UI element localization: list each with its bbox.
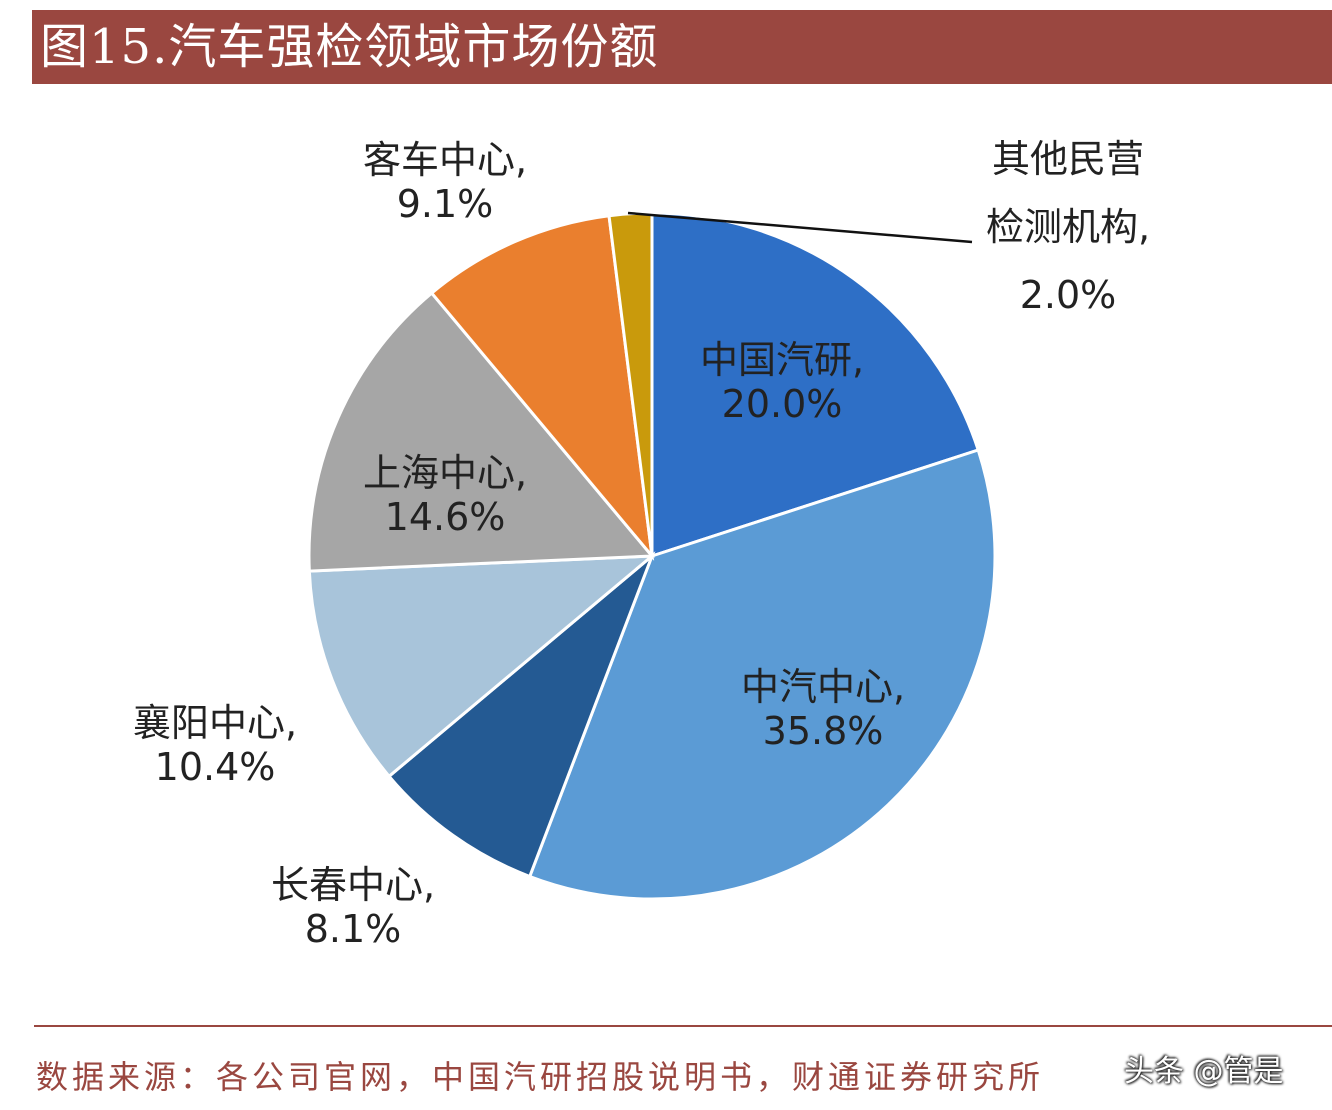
source-note: 数据来源：各公司官网，中国汽研招股说明书，财通证券研究所 xyxy=(36,1058,1045,1096)
slice-label-line: 35.8% xyxy=(763,709,884,753)
pie-chart: 中国汽研, 20.0% 中汽中心, 35.8% 长春中心, 8.1% 襄阳中心, 10.4% 上… xyxy=(133,137,1150,951)
slice-label: 客车中心, 9.1% xyxy=(363,138,527,226)
slice-label-line: 14.6% xyxy=(385,495,506,539)
slice-label-line: 上海中心, xyxy=(363,451,527,495)
slice-label: 长春中心, 8.1% xyxy=(271,863,435,951)
pie-slice xyxy=(307,554,657,779)
slice-labels: 中国汽研, 20.0% 中汽中心, 35.8% 长春中心, 8.1% 襄阳中心, 10.4% 上… xyxy=(133,137,1150,951)
slice-label-line: 2.0% xyxy=(1020,273,1117,317)
slice-label: 中汽中心, 35.8% xyxy=(741,665,905,753)
slice-label-line: 8.1% xyxy=(305,907,402,951)
slice-label-line: 客车中心, xyxy=(363,138,527,182)
pie-slices xyxy=(307,211,997,901)
slice-label-line: 襄阳中心, xyxy=(133,701,297,745)
slice-label-line: 检测机构, xyxy=(986,205,1150,249)
slice-label: 上海中心, 14.6% xyxy=(363,451,527,539)
slice-label: 中国汽研, 20.0% xyxy=(700,338,864,426)
pie-slice xyxy=(386,551,656,879)
pie-slice xyxy=(429,214,655,561)
divider-line xyxy=(34,1025,1332,1027)
pie-slice xyxy=(307,290,656,573)
slice-label: 襄阳中心, 10.4% xyxy=(133,701,297,789)
slice-label-line: 其他民营 xyxy=(992,137,1144,181)
slice-label-line: 20.0% xyxy=(722,382,843,426)
leader-line xyxy=(627,211,973,244)
slice-label-line: 中国汽研, xyxy=(700,338,864,382)
watermark: 头条 @管是 xyxy=(1124,1054,1284,1089)
pie-slice xyxy=(650,211,981,559)
slice-label-line: 10.4% xyxy=(155,745,276,789)
slice-label-line: 9.1% xyxy=(397,182,494,226)
figure-title: 图15.汽车强检领域市场份额 xyxy=(32,10,1332,84)
slice-label-line: 中汽中心, xyxy=(741,665,905,709)
slice-label: 其他民营检测机构, 2.0% xyxy=(986,137,1150,317)
slice-label-line: 长春中心, xyxy=(271,863,435,907)
pie-slice xyxy=(527,448,997,901)
